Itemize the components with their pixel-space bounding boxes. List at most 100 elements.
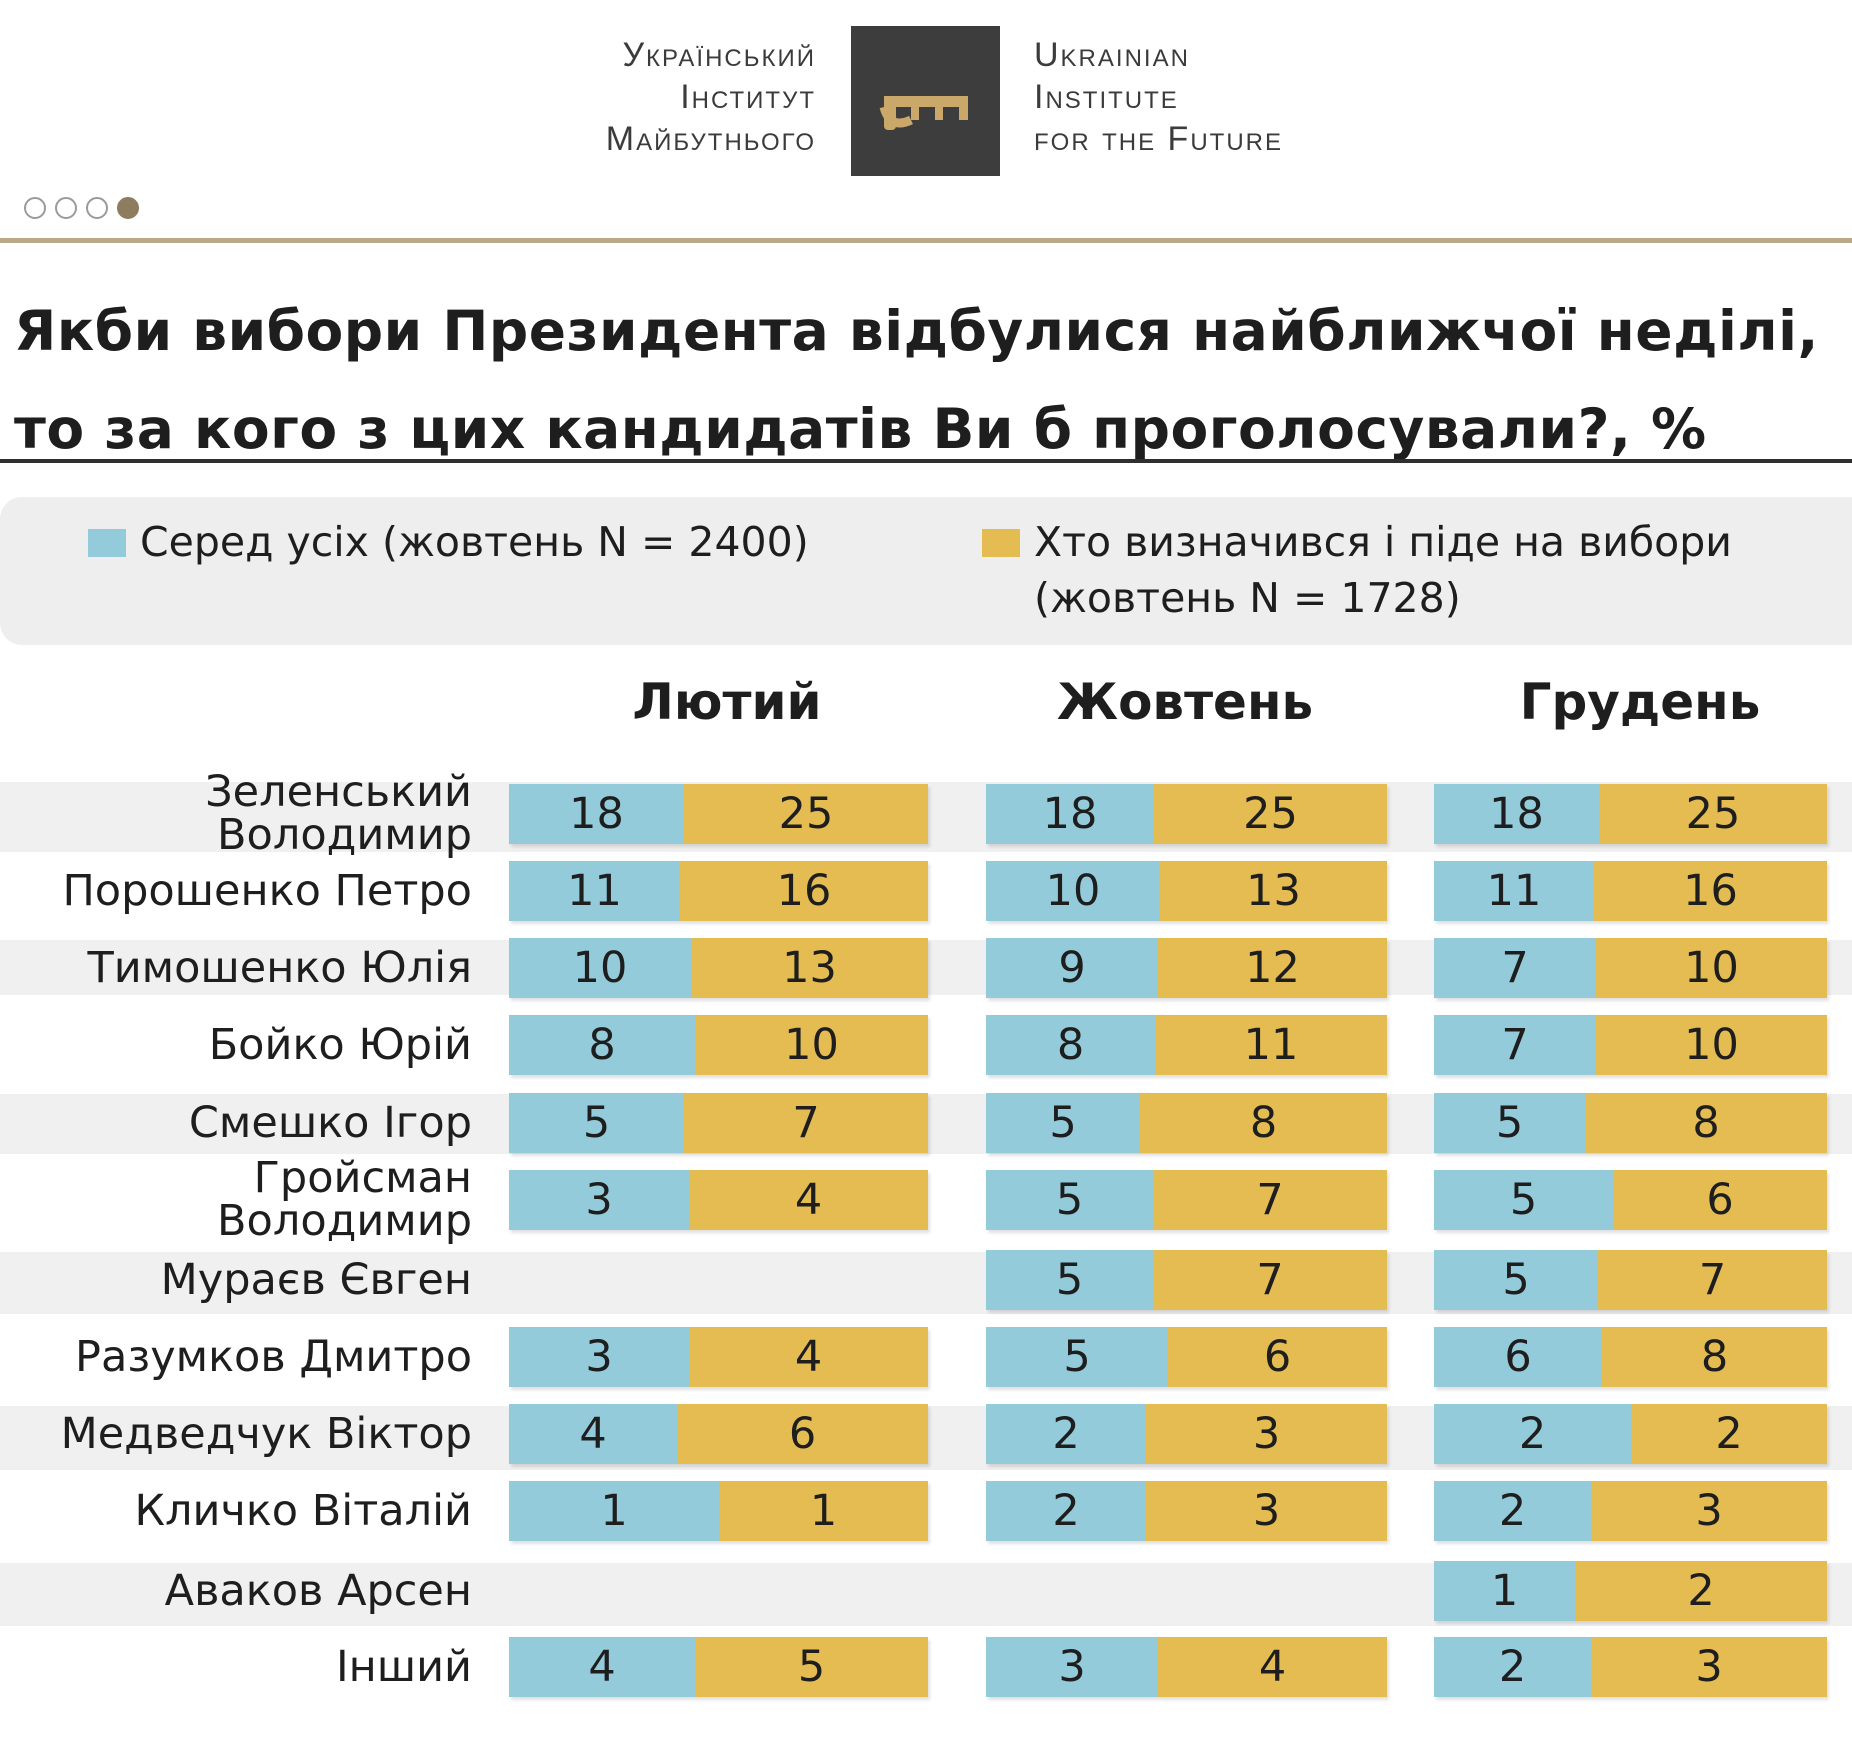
bar-all-october: 5 xyxy=(986,1250,1153,1310)
logo-ua-line-3: Майбутнього xyxy=(605,120,816,158)
bar-all-december: 1 xyxy=(1434,1561,1575,1621)
bar-group-october: 9 12 xyxy=(986,938,1387,998)
bar-decided-february: 4 xyxy=(689,1170,928,1230)
candidate-label: Зеленський Володимир xyxy=(0,764,472,864)
logo-en-line-3: for the Future xyxy=(1034,120,1283,158)
bar-decided-december: 3 xyxy=(1591,1481,1827,1541)
bar-all-december: 2 xyxy=(1434,1637,1591,1697)
pagination-dot-4-active[interactable] xyxy=(117,197,139,219)
bar-all-december: 18 xyxy=(1434,784,1599,844)
legend-item-decided: Хто визначився і піде на вибори (жовтень… xyxy=(982,514,1732,626)
legend-swatch-decided xyxy=(982,529,1020,557)
bar-all-december: 5 xyxy=(1434,1093,1585,1153)
bar-all-december: 5 xyxy=(1434,1250,1598,1310)
bar-decided-february: 16 xyxy=(680,861,928,921)
bar-all-october: 2 xyxy=(986,1404,1146,1464)
bar-group-february: 10 13 xyxy=(509,938,928,998)
candidate-label-text: Медведчук Віктор xyxy=(60,1408,472,1459)
bar-decided-december: 8 xyxy=(1585,1093,1827,1153)
bar-decided-december: 8 xyxy=(1602,1327,1827,1387)
bar-all-december: 11 xyxy=(1434,861,1594,921)
candidate-label-line: Зеленський xyxy=(205,767,472,817)
bar-decided-february: 1 xyxy=(719,1481,928,1541)
bar-all-february: 11 xyxy=(509,861,680,921)
bar-all-february: 4 xyxy=(509,1637,695,1697)
logo-en-line-1: Ukrainian xyxy=(1034,36,1190,74)
bar-all-december: 7 xyxy=(1434,938,1596,998)
bar-group-october: 8 11 xyxy=(986,1015,1387,1075)
pagination-dot-1[interactable] xyxy=(24,197,46,219)
bar-group-february: 11 16 xyxy=(509,861,928,921)
bar-decided-february: 6 xyxy=(677,1404,928,1464)
candidate-label-line: Володимир xyxy=(217,810,472,860)
bar-decided-october: 12 xyxy=(1158,938,1387,998)
candidate-label-text: Кличко Віталій xyxy=(134,1485,472,1536)
candidate-label: Інший xyxy=(0,1637,472,1697)
bar-decided-february: 10 xyxy=(695,1015,928,1075)
legend-label-decided-line-1: Хто визначився і піде на вибори xyxy=(1034,518,1732,566)
candidate-label: Смешко Ігор xyxy=(0,1093,472,1153)
bar-all-october: 5 xyxy=(986,1170,1153,1230)
logo-text-english: Ukrainian Institute for the Future xyxy=(1034,34,1283,160)
logo-ua-line-1: Український xyxy=(622,36,816,74)
bar-decided-december: 2 xyxy=(1631,1404,1827,1464)
bar-decided-october: 11 xyxy=(1155,1015,1387,1075)
pagination-dot-2[interactable] xyxy=(55,197,77,219)
bar-group-december: 7 10 xyxy=(1434,1015,1827,1075)
bar-decided-october: 3 xyxy=(1146,1481,1387,1541)
bar-group-february: 8 10 xyxy=(509,1015,928,1075)
bar-decided-february: 25 xyxy=(684,784,928,844)
legend-label-all: Серед усіх (жовтень N = 2400) xyxy=(140,518,809,566)
bar-decided-october: 13 xyxy=(1160,861,1387,921)
bar-decided-december: 2 xyxy=(1575,1561,1827,1621)
bar-group-october: 10 13 xyxy=(986,861,1387,921)
bar-decided-february: 13 xyxy=(691,938,928,998)
bar-decided-december: 6 xyxy=(1613,1170,1827,1230)
pagination-dots xyxy=(24,197,139,219)
bar-decided-december: 3 xyxy=(1591,1637,1827,1697)
legend: Серед усіх (жовтень N = 2400) Хто визнач… xyxy=(0,497,1852,645)
chart-title-line-2: то за кого з цих кандидатів Ви б проголо… xyxy=(14,397,1707,461)
bar-decided-february: 7 xyxy=(684,1093,928,1153)
bar-all-october: 3 xyxy=(986,1637,1158,1697)
bar-all-december: 2 xyxy=(1434,1481,1591,1541)
header-divider xyxy=(0,238,1852,243)
candidate-label-text: Бойко Юрій xyxy=(208,1019,472,1070)
pagination-dot-3[interactable] xyxy=(86,197,108,219)
candidate-label-text: Мураєв Євген xyxy=(160,1254,472,1305)
logo-text-ukrainian: Український Інститут Майбутнього xyxy=(606,34,816,160)
bar-decided-october: 7 xyxy=(1153,1170,1387,1230)
candidate-label-text: Порошенко Петро xyxy=(62,865,472,916)
bar-decided-october: 25 xyxy=(1154,784,1387,844)
bar-all-february: 1 xyxy=(509,1481,719,1541)
bar-decided-october: 6 xyxy=(1168,1327,1387,1387)
bar-all-october: 5 xyxy=(986,1327,1168,1387)
bar-all-february: 4 xyxy=(509,1404,677,1464)
bar-all-december: 6 xyxy=(1434,1327,1602,1387)
legend-label-decided-line-2: (жовтень N = 1728) xyxy=(1034,574,1461,622)
bar-all-february: 5 xyxy=(509,1093,684,1153)
bar-all-february: 10 xyxy=(509,938,691,998)
bar-group-december: 11 16 xyxy=(1434,861,1827,921)
bar-decided-december: 25 xyxy=(1599,784,1827,844)
bar-decided-february: 4 xyxy=(689,1327,928,1387)
month-header-october: Жовтень xyxy=(1056,673,1314,731)
bar-decided-october: 7 xyxy=(1153,1250,1387,1310)
bar-decided-december: 16 xyxy=(1594,861,1827,921)
candidate-label: Тимошенко Юлія xyxy=(0,938,472,998)
bar-all-february: 18 xyxy=(509,784,684,844)
month-header-february: Лютий xyxy=(632,673,822,731)
candidate-label: Медведчук Віктор xyxy=(0,1404,472,1464)
bar-all-february: 8 xyxy=(509,1015,695,1075)
